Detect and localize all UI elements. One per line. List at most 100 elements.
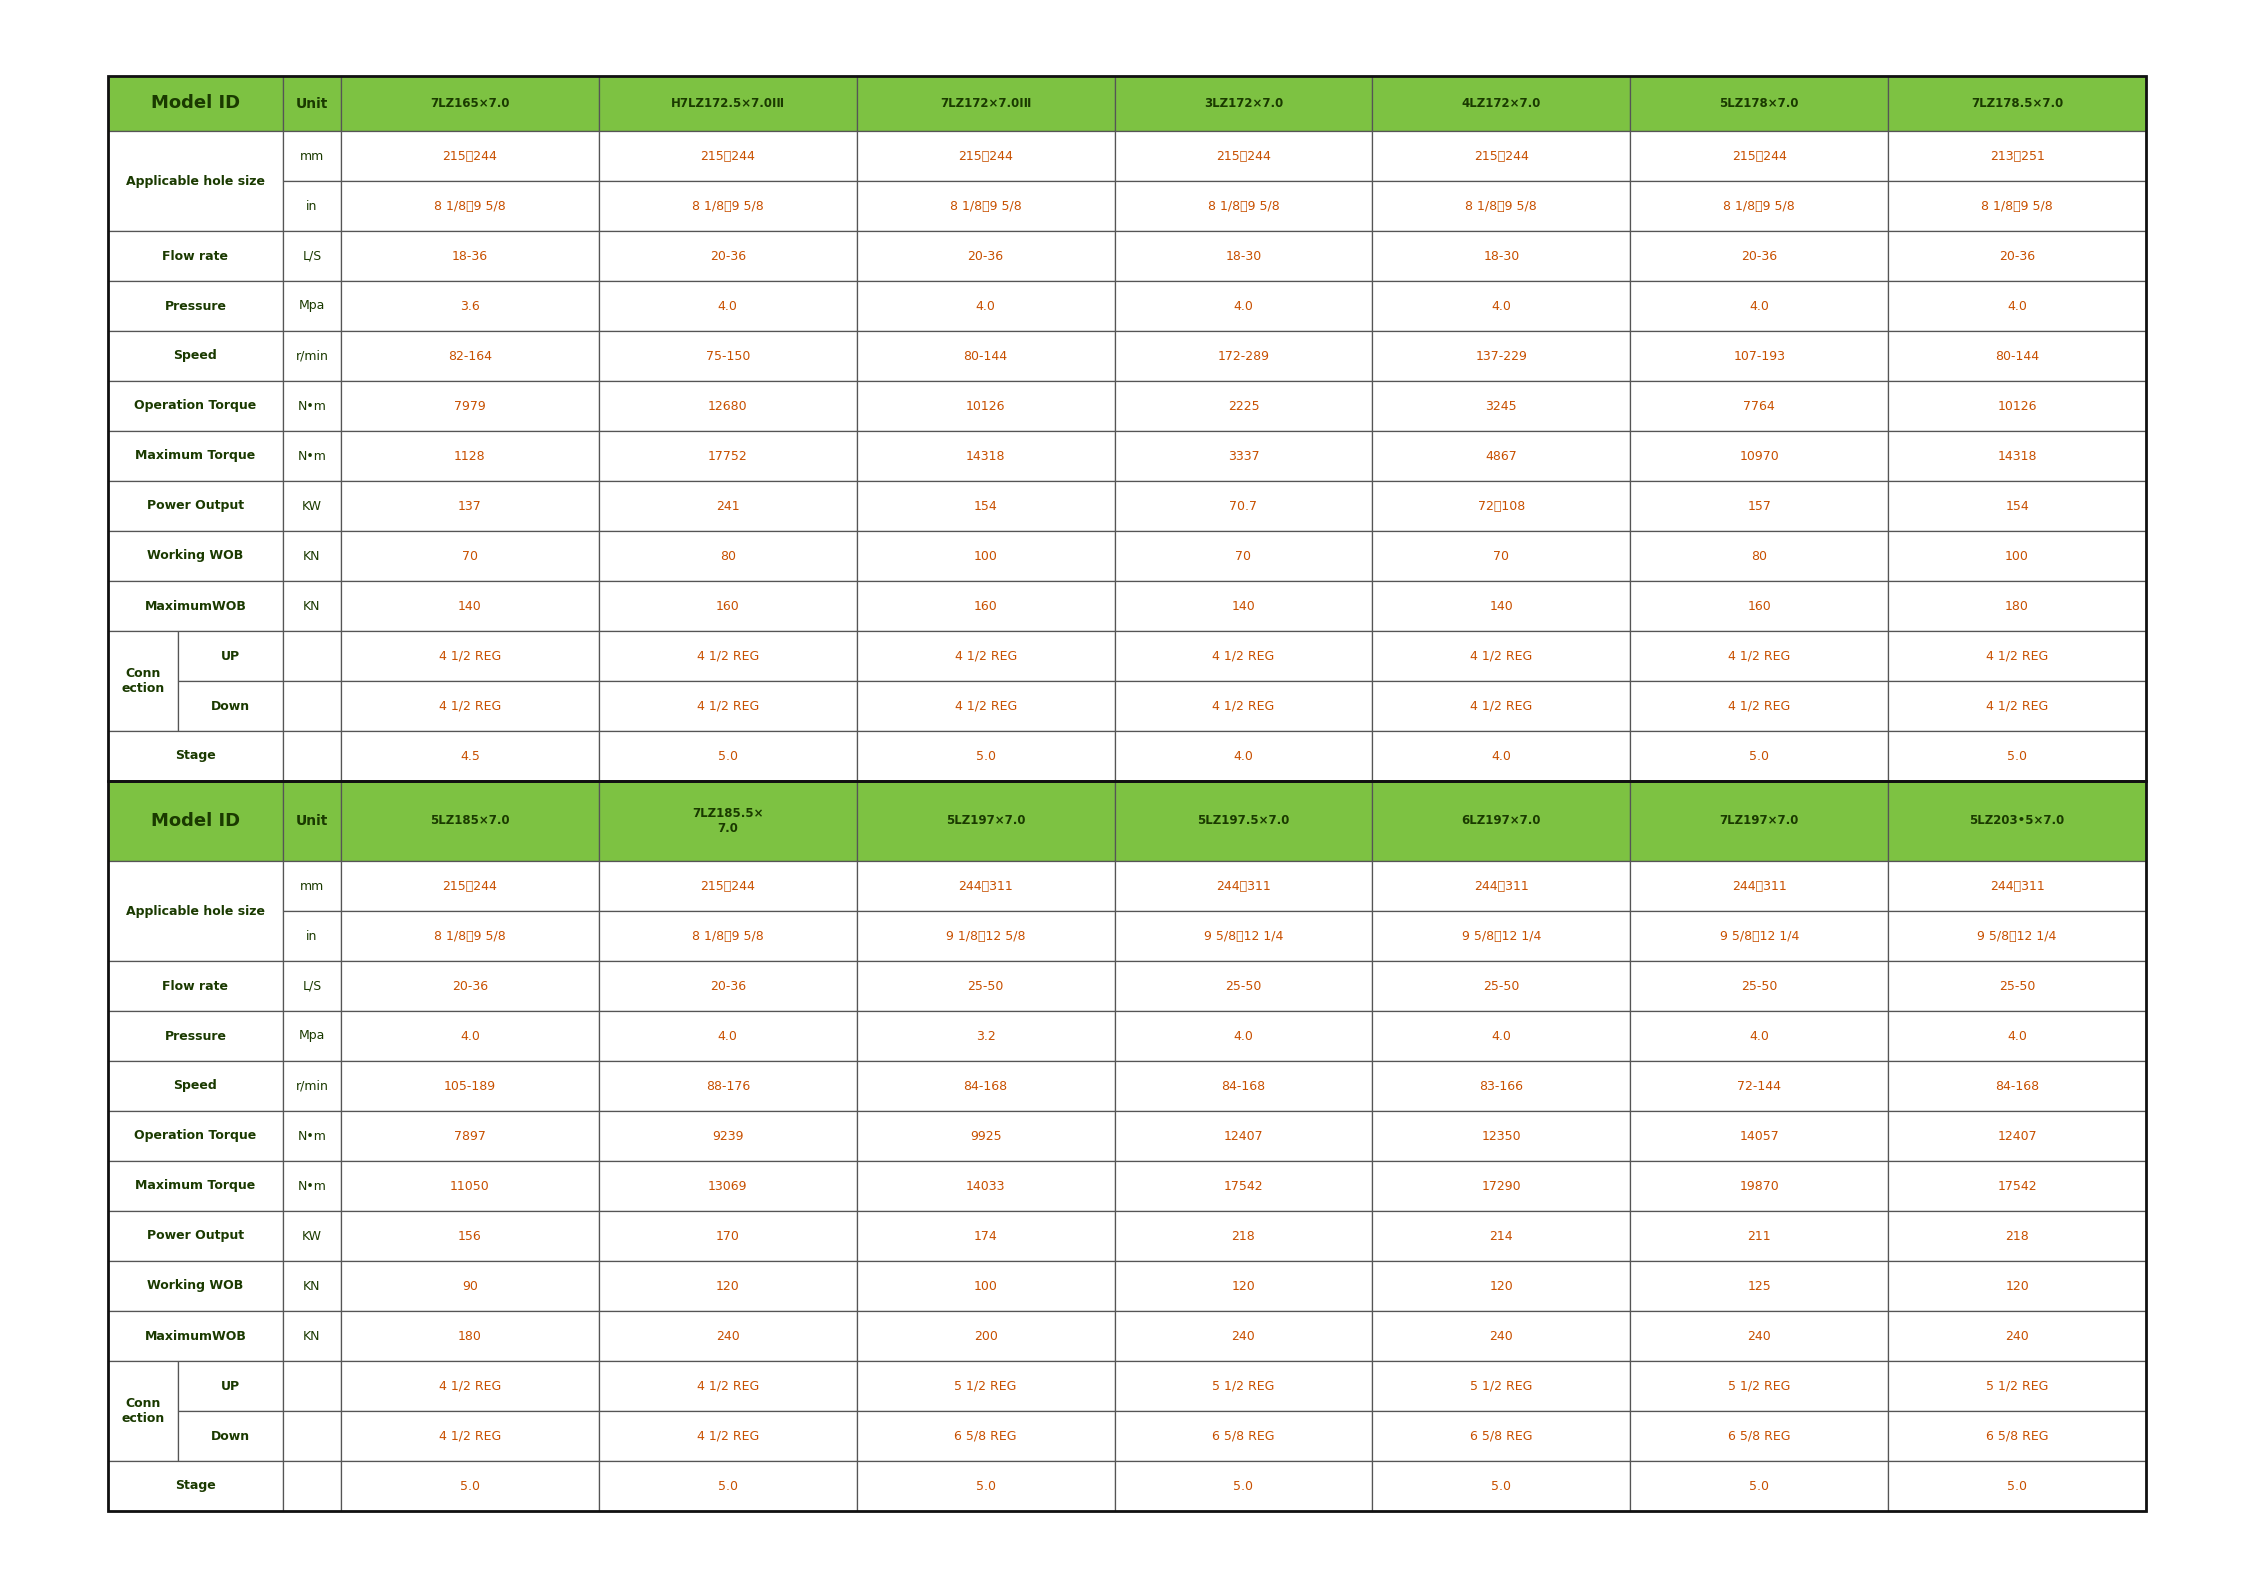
Bar <box>341 232 600 281</box>
Bar <box>856 281 1114 332</box>
Text: N•m: N•m <box>296 400 326 413</box>
Bar <box>341 1211 600 1262</box>
Bar <box>600 132 856 181</box>
Bar <box>283 911 341 962</box>
Text: 211: 211 <box>1747 1230 1772 1243</box>
Bar <box>1889 732 2145 781</box>
Bar <box>600 1011 856 1062</box>
Text: 244～311: 244～311 <box>959 879 1013 892</box>
Bar <box>1631 681 1889 732</box>
Text: 5LZ203•5×7.0: 5LZ203•5×7.0 <box>1970 814 2064 827</box>
Bar <box>108 1062 283 1111</box>
Bar <box>1889 1062 2145 1111</box>
Text: 75-150: 75-150 <box>705 349 750 362</box>
Text: 240: 240 <box>1231 1330 1256 1343</box>
Text: Unit: Unit <box>296 97 328 111</box>
Text: 4 1/2 REG: 4 1/2 REG <box>1985 649 2048 662</box>
Bar <box>108 632 177 732</box>
Text: 215～244: 215～244 <box>1732 149 1786 162</box>
Text: 72-144: 72-144 <box>1736 1079 1781 1092</box>
Text: 17542: 17542 <box>1224 1179 1262 1192</box>
Text: 10126: 10126 <box>966 400 1006 413</box>
Bar <box>341 1311 600 1362</box>
Text: MaximumWOB: MaximumWOB <box>144 600 247 613</box>
Text: KW: KW <box>301 500 321 513</box>
Bar <box>1372 481 1631 532</box>
Bar <box>283 1411 341 1462</box>
Text: 2225: 2225 <box>1229 400 1260 413</box>
Text: 215～244: 215～244 <box>1215 149 1271 162</box>
Text: 8 1/8～9 5/8: 8 1/8～9 5/8 <box>1981 200 2053 213</box>
Bar <box>1889 281 2145 332</box>
Bar <box>1889 1162 2145 1211</box>
Text: 170: 170 <box>716 1230 739 1243</box>
Bar <box>856 1162 1114 1211</box>
Bar <box>1372 1062 1631 1111</box>
Bar <box>283 381 341 432</box>
Text: 70: 70 <box>1494 549 1509 562</box>
Bar <box>1372 432 1631 481</box>
Text: 4.5: 4.5 <box>460 749 481 762</box>
Text: L/S: L/S <box>303 979 321 992</box>
Bar <box>108 732 283 781</box>
Bar <box>1889 1211 2145 1262</box>
Text: Maximum Torque: Maximum Torque <box>135 1179 256 1192</box>
Text: L/S: L/S <box>303 249 321 262</box>
Bar <box>600 532 856 581</box>
Text: 5.0: 5.0 <box>719 749 737 762</box>
Bar <box>600 1062 856 1111</box>
Text: 107-193: 107-193 <box>1734 349 1786 362</box>
Bar <box>600 1462 856 1511</box>
Text: 215～244: 215～244 <box>701 879 755 892</box>
Bar <box>108 381 283 432</box>
Bar <box>177 1362 283 1411</box>
Bar <box>1889 232 2145 281</box>
Text: KN: KN <box>303 1330 321 1343</box>
Text: 5 1/2 REG: 5 1/2 REG <box>1985 1379 2048 1392</box>
Bar <box>341 732 600 781</box>
Bar <box>108 1311 283 1362</box>
Text: Unit: Unit <box>296 814 328 828</box>
Text: Applicable hole size: Applicable hole size <box>126 905 265 917</box>
Text: 4 1/2 REG: 4 1/2 REG <box>696 1430 759 1443</box>
Bar <box>1372 732 1631 781</box>
Bar <box>600 332 856 381</box>
Text: 90: 90 <box>463 1279 478 1292</box>
Bar <box>600 1362 856 1411</box>
Bar <box>341 1111 600 1162</box>
Bar <box>283 76 341 132</box>
Text: 4 1/2 REG: 4 1/2 REG <box>1985 700 2048 713</box>
Text: 105-189: 105-189 <box>445 1079 496 1092</box>
Text: 8 1/8～9 5/8: 8 1/8～9 5/8 <box>692 200 764 213</box>
Text: 5 1/2 REG: 5 1/2 REG <box>955 1379 1017 1392</box>
Bar <box>283 632 341 681</box>
Bar <box>341 911 600 962</box>
Text: Down: Down <box>211 700 249 713</box>
Text: 5LZ197×7.0: 5LZ197×7.0 <box>946 814 1026 827</box>
Text: 82-164: 82-164 <box>447 349 492 362</box>
Text: 7LZ165×7.0: 7LZ165×7.0 <box>431 97 510 110</box>
Bar <box>1114 1311 1372 1362</box>
Text: 70: 70 <box>463 549 478 562</box>
Bar <box>341 581 600 632</box>
Bar <box>283 1011 341 1062</box>
Bar <box>1114 1362 1372 1411</box>
Text: 180: 180 <box>2006 600 2028 613</box>
Bar <box>1372 1162 1631 1211</box>
Bar <box>341 1362 600 1411</box>
Bar <box>856 181 1114 232</box>
Bar <box>1114 581 1372 632</box>
Bar <box>1889 1362 2145 1411</box>
Bar <box>283 332 341 381</box>
Bar <box>283 581 341 632</box>
Text: 6 5/8 REG: 6 5/8 REG <box>1727 1430 1790 1443</box>
Text: 4.0: 4.0 <box>1491 749 1512 762</box>
Text: 9239: 9239 <box>712 1130 743 1143</box>
Text: Operation Torque: Operation Torque <box>135 1130 256 1143</box>
Bar <box>856 432 1114 481</box>
Text: 7LZ178.5×7.0: 7LZ178.5×7.0 <box>1972 97 2064 110</box>
Bar <box>108 1011 283 1062</box>
Bar <box>856 681 1114 732</box>
Bar <box>600 281 856 332</box>
Bar <box>600 1162 856 1211</box>
